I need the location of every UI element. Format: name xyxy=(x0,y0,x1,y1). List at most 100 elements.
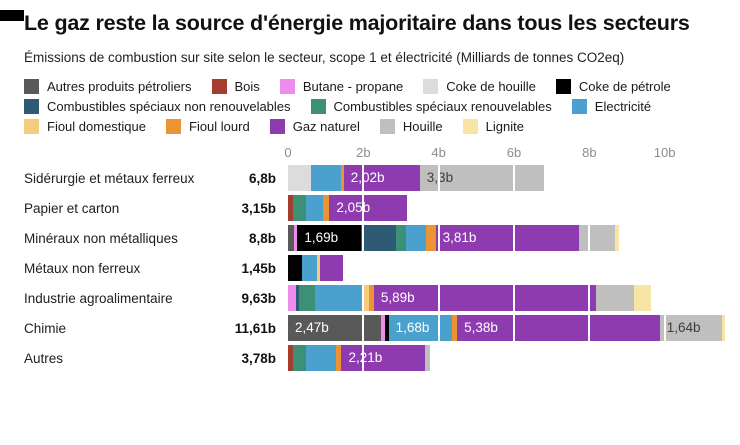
legend-swatch-icon xyxy=(279,79,295,95)
chart-row: Minéraux non métalliques 8,8b 1,69b 3,81b xyxy=(24,225,740,252)
bar-segment[interactable] xyxy=(362,285,369,312)
chart-rows: Sidérurgie et métaux ferreux 6,8b 2,02b 3,3… xyxy=(24,165,740,376)
page-subtitle: Émissions de combustion sur site selon l… xyxy=(24,50,625,66)
chart-row: Sidérurgie et métaux ferreux 6,8b 2,02b 3,3… xyxy=(24,165,740,192)
bar-segment[interactable]: 1,69b xyxy=(297,225,362,252)
bar-segment[interactable] xyxy=(579,225,615,252)
bar-segment[interactable]: 5,38b xyxy=(457,315,660,342)
legend-item[interactable]: Fioul lourd xyxy=(166,119,250,135)
legend-item[interactable]: Bois xyxy=(211,79,260,95)
sector-total-value: 11,61b xyxy=(234,320,276,336)
bar-segment[interactable] xyxy=(288,345,293,372)
bar-segment[interactable] xyxy=(396,225,406,252)
bar-segment[interactable] xyxy=(315,285,363,312)
x-axis-tick-label: 4b xyxy=(431,145,446,161)
bar-segment[interactable] xyxy=(425,225,436,252)
bar-segment[interactable] xyxy=(384,315,389,342)
bar-segment[interactable] xyxy=(451,315,458,342)
bar-segment[interactable] xyxy=(305,345,336,372)
bar-segment[interactable] xyxy=(405,225,426,252)
sector-total-value: 3,15b xyxy=(241,200,276,216)
bar-segment[interactable] xyxy=(288,165,312,192)
segment-value-label: 5,89b xyxy=(380,290,415,306)
bar-segment[interactable] xyxy=(316,255,320,282)
stacked-bar: 2,02b 3,3b xyxy=(288,165,740,192)
legend-item[interactable]: Butane - propane xyxy=(279,79,403,95)
bar-segment[interactable] xyxy=(322,195,330,222)
bar-segment[interactable] xyxy=(288,195,293,222)
legend-item[interactable]: Fioul domestique xyxy=(24,119,146,135)
legend-item[interactable]: Gaz naturel xyxy=(269,119,360,135)
bar-segment[interactable] xyxy=(595,285,634,312)
stacked-bar xyxy=(288,255,740,282)
bar-segment[interactable]: 2,21b xyxy=(341,345,425,372)
bar-segment[interactable] xyxy=(361,225,397,252)
segment-value-label: 1,64b xyxy=(666,320,701,336)
legend-item[interactable]: Combustibles spéciaux non renouvelables xyxy=(24,99,291,115)
legend-item-label: Fioul lourd xyxy=(189,119,250,135)
legend-item[interactable]: Lignite xyxy=(462,119,524,135)
bar-segment[interactable] xyxy=(335,345,342,372)
legend-swatch-icon xyxy=(211,79,227,95)
bar-segment[interactable] xyxy=(292,195,306,222)
legend-item[interactable]: Autres produits pétroliers xyxy=(24,79,192,95)
sector-total-value: 8,8b xyxy=(248,230,276,246)
segment-value-label: 2,47b xyxy=(295,320,329,336)
legend-swatch-icon xyxy=(24,79,39,95)
sector-total-value: 1,45b xyxy=(241,260,276,276)
legend-item-label: Combustibles spéciaux renouvelables xyxy=(333,99,552,115)
bar-segment[interactable]: 1,64b xyxy=(659,315,722,342)
chart-row: Industrie agroalimentaire 9,63b 5,89b xyxy=(24,285,740,312)
bar-segment[interactable] xyxy=(368,285,374,312)
segment-value-label: 2,02b xyxy=(350,170,385,186)
x-axis-tick-label: 2b xyxy=(356,145,371,161)
segment-value-label: 2,21b xyxy=(348,350,383,366)
legend-item[interactable]: Houille xyxy=(379,119,443,135)
bar-segment[interactable] xyxy=(288,285,296,312)
legend-item[interactable]: Coke de houille xyxy=(423,79,536,95)
legend-item[interactable]: Electricité xyxy=(571,99,652,115)
bar-segment[interactable] xyxy=(319,255,343,282)
bar-segment[interactable] xyxy=(288,255,302,282)
legend-swatch-icon xyxy=(24,99,39,115)
bar-segment[interactable] xyxy=(299,285,316,312)
bar-segment[interactable] xyxy=(293,225,298,252)
legend-item-label: Coke de houille xyxy=(446,79,536,95)
bar-segment[interactable] xyxy=(288,225,294,252)
bar-segment[interactable] xyxy=(633,285,651,312)
sector-label: Sidérurgie et métaux ferreux xyxy=(24,170,195,186)
legend-item[interactable]: Coke de pétrole xyxy=(555,79,671,95)
legend-item[interactable]: Combustibles spéciaux renouvelables xyxy=(310,99,552,115)
bar-segment[interactable] xyxy=(340,165,344,192)
legend-item-label: Fioul domestique xyxy=(47,119,146,135)
sector-label: Métaux non ferreux xyxy=(24,260,141,276)
bar-segment[interactable] xyxy=(311,165,341,192)
stacked-bar: 2,05b xyxy=(288,195,740,222)
bar-segment[interactable] xyxy=(295,285,300,312)
bar-segment[interactable] xyxy=(424,345,431,372)
legend-swatch-icon xyxy=(423,79,439,95)
bar-segment[interactable] xyxy=(721,315,726,342)
bar-segment[interactable] xyxy=(292,345,306,372)
stacked-bar: 2,47b 1,68b 5,38b 1,64b xyxy=(288,315,740,342)
sector-total-value: 3,78b xyxy=(241,350,276,366)
bar-segment[interactable]: 3,81b xyxy=(435,225,580,252)
bar-segment[interactable] xyxy=(614,225,620,252)
bar-segment[interactable]: 3,3b xyxy=(419,165,545,192)
bar-segment[interactable]: 5,89b xyxy=(373,285,596,312)
chart-row: Autres 3,78b 2,21b xyxy=(24,345,740,372)
legend-item-label: Electricité xyxy=(594,99,652,115)
bar-segment[interactable] xyxy=(305,195,323,222)
crop-artifact-mark xyxy=(0,10,24,21)
page-title: Le gaz reste la source d'énergie majorit… xyxy=(24,11,690,35)
bar-segment[interactable]: 2,47b xyxy=(288,315,382,342)
legend-swatch-icon xyxy=(269,119,285,135)
bar-segment[interactable] xyxy=(301,255,317,282)
bar-segment[interactable]: 1,68b xyxy=(388,315,452,342)
bar-segment[interactable] xyxy=(381,315,385,342)
bar-segment[interactable]: 2,02b xyxy=(343,165,420,192)
legend-swatch-icon xyxy=(24,119,39,135)
bar-segment[interactable]: 2,05b xyxy=(329,195,407,222)
legend-item-label: Lignite xyxy=(485,119,524,135)
